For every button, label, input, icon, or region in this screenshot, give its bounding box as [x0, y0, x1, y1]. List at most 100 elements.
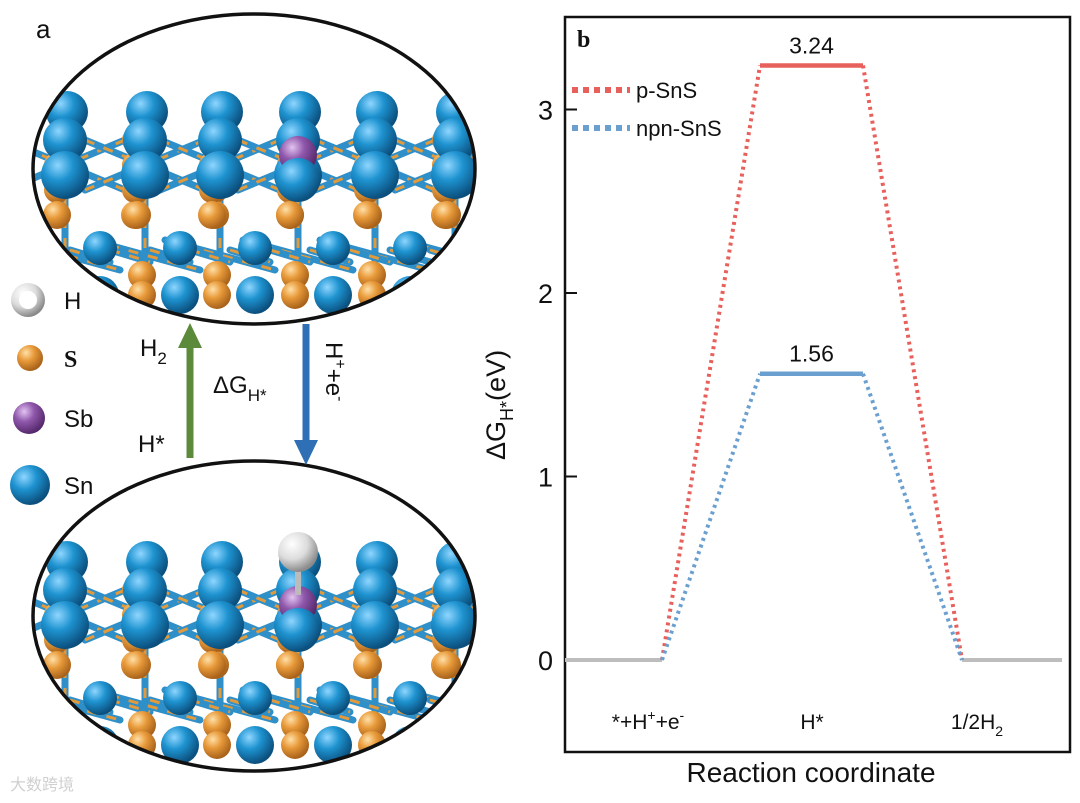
sn-atom — [391, 726, 429, 764]
sn-atom — [393, 231, 427, 265]
s-atom — [353, 201, 381, 229]
legend-label-sn: Sn — [64, 473, 93, 500]
sn-atom — [163, 231, 197, 265]
sn-atom-icon — [10, 465, 50, 505]
adsorption-up-arrow — [178, 323, 202, 458]
s-atom — [276, 651, 304, 679]
sn-atom — [198, 568, 242, 612]
up-arrow-head-icon — [178, 323, 202, 348]
legend-label-npn-sns: npn-SnS — [636, 116, 722, 141]
structure-top — [31, 12, 539, 326]
s-atom — [203, 261, 231, 289]
bond-highlight — [109, 698, 151, 714]
sn-atom — [391, 276, 429, 314]
sn-atom — [433, 568, 475, 612]
sn-atom — [353, 568, 397, 612]
y-axis-title: ΔGH*(eV) — [481, 350, 517, 460]
connector-line — [861, 373, 964, 661]
desorption-down-arrow — [294, 324, 318, 465]
connector-line — [660, 65, 762, 661]
sn-atom — [43, 568, 87, 612]
atom-layer-bottom — [33, 532, 539, 764]
watermark-text: 大数跨境 — [10, 775, 74, 794]
chart-frame — [563, 15, 1072, 754]
bond-highlight — [33, 248, 71, 264]
s-atom — [512, 152, 538, 178]
y-tick-label: 2 — [538, 279, 553, 309]
s-atom — [358, 261, 386, 289]
sn-atom — [314, 726, 352, 764]
sn-atom — [121, 601, 169, 649]
bond-highlight — [189, 698, 231, 714]
sn-atom — [236, 726, 274, 764]
panel-a-label: a — [36, 14, 51, 44]
sn-atom — [473, 231, 475, 265]
arrow-up-bottom-label: H* — [138, 431, 165, 458]
s-atom — [512, 627, 538, 653]
series-npn-sns — [660, 371, 964, 661]
s-atom — [203, 711, 231, 739]
x-category-labels: *+H++e- H* 1/2H2 — [612, 707, 1003, 739]
x-label-h-star: H* — [800, 711, 823, 734]
legend-label-sb: Sb — [64, 406, 93, 433]
sn-atom — [276, 608, 320, 652]
sn-atom — [83, 231, 117, 265]
s-atom — [123, 201, 151, 229]
sn-atom — [471, 276, 475, 314]
sn-atom — [43, 118, 87, 162]
sn-atom — [238, 681, 272, 715]
sn-atom — [123, 568, 167, 612]
chart-legend: p-SnS npn-SnS — [572, 78, 722, 141]
bond — [466, 696, 475, 716]
s-atom — [438, 281, 466, 309]
bond-highlight — [349, 698, 391, 714]
legend-label-s: S — [64, 347, 77, 373]
s-atom — [128, 261, 156, 289]
s-atom — [203, 281, 231, 309]
bond-highlight — [189, 248, 231, 264]
s-atom-icon — [17, 345, 43, 371]
sn-atom — [236, 276, 274, 314]
data-label: 3.24 — [789, 32, 834, 58]
sn-atom — [123, 118, 167, 162]
s-atom — [512, 602, 538, 628]
legend-item-sb: Sb — [13, 402, 93, 434]
structure-bottom — [31, 459, 539, 773]
sn-atom — [198, 118, 242, 162]
sn-atom — [196, 601, 244, 649]
value-annotations: 3.24 1.56 — [789, 32, 834, 366]
down-arrow-head-icon — [294, 440, 318, 465]
sn-atom — [473, 681, 475, 715]
sn-atom — [196, 151, 244, 199]
sn-atom — [393, 681, 427, 715]
sn-atom — [41, 601, 89, 649]
s-atom — [511, 651, 539, 679]
legend-item-sn: Sn — [10, 465, 93, 505]
bond-highlight — [269, 248, 311, 264]
bond-highlight — [469, 698, 475, 714]
y-tick-label: 0 — [538, 646, 553, 676]
s-atom — [438, 731, 466, 759]
y-tick-label: 1 — [538, 463, 553, 493]
sn-atom — [163, 681, 197, 715]
structure-bottom-outline — [31, 459, 477, 773]
arrow-up-top-label: H2 — [140, 335, 167, 368]
s-atom — [511, 201, 539, 229]
sn-atom — [431, 151, 475, 199]
bond — [466, 246, 475, 266]
sn-atom — [351, 151, 399, 199]
legend-item-s: S — [17, 345, 77, 373]
sn-atom — [161, 276, 199, 314]
sn-atom — [276, 158, 320, 202]
s-atom — [48, 261, 76, 289]
s-atom — [198, 201, 226, 229]
atom-layer-top — [33, 91, 539, 314]
h-atom — [278, 532, 318, 572]
s-atom — [512, 127, 538, 153]
sn-atom — [41, 151, 89, 199]
s-atom — [281, 711, 309, 739]
panel-b: b 0 1 2 3 3.24 1.56 p-SnS npn-SnS *+H++e- H*… — [481, 15, 1072, 788]
bond — [33, 696, 74, 716]
sn-atom — [121, 151, 169, 199]
atom-legend: H S Sb Sn — [10, 283, 93, 505]
